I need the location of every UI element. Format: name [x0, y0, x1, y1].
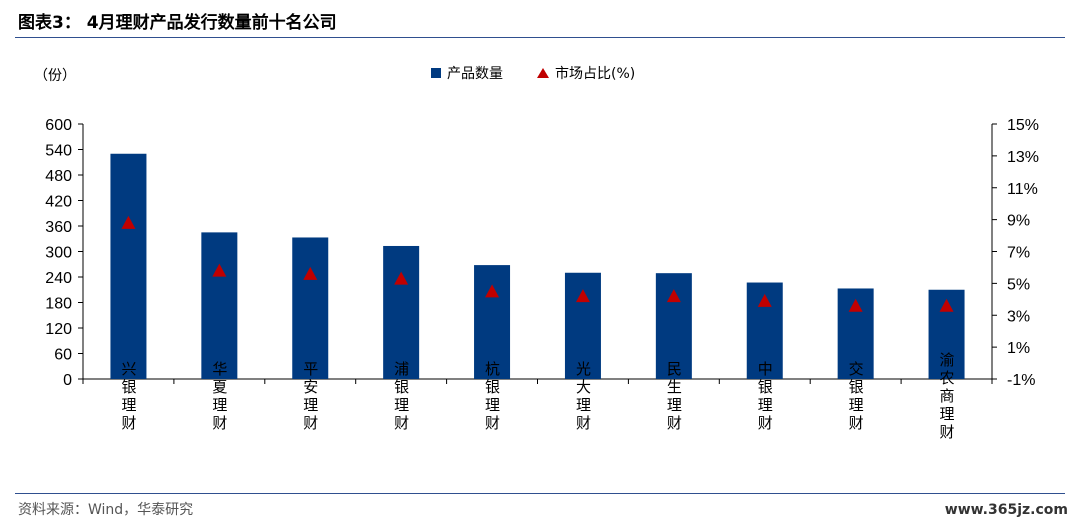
left-tick-label: 600: [45, 117, 72, 134]
marker: [575, 289, 590, 303]
category-label: 华夏理财: [210, 361, 228, 433]
right-tick-label: 1%: [1007, 340, 1030, 357]
bar: [110, 153, 147, 379]
right-tick-label: 11%: [1007, 181, 1038, 198]
left-tick-label: 120: [45, 321, 72, 338]
left-tick-label: 60: [54, 347, 72, 364]
source-note: 资料来源：Wind，华泰研究: [18, 502, 194, 518]
left-tick-label: 240: [45, 270, 72, 287]
category-label: 浦银理财: [392, 361, 410, 433]
category-label: 杭银理财: [483, 361, 501, 433]
legend-marker-swatch: [537, 68, 549, 78]
bar: [292, 237, 329, 379]
watermark: www.365jz.com: [944, 502, 1068, 518]
right-tick-label: 5%: [1007, 276, 1030, 293]
left-tick-label: 480: [45, 168, 72, 185]
category-label: 兴银理财: [119, 361, 137, 433]
right-tick-label: 3%: [1007, 308, 1030, 325]
right-tick-label: 7%: [1007, 245, 1030, 262]
right-tick-label: -1%: [1007, 372, 1035, 389]
left-tick-label: 360: [45, 219, 72, 236]
legend-bar-swatch: [431, 68, 441, 78]
category-label: 平安理财: [301, 361, 319, 433]
marker: [939, 298, 954, 312]
left-tick-label: 180: [45, 296, 72, 313]
legend: 产品数量 市场占比(%): [431, 65, 635, 82]
top-divider: [15, 37, 1065, 38]
marker: [757, 293, 772, 307]
marker: [212, 263, 227, 277]
right-axis: -1% 1% 3% 5% 7% 9% 11% 13% 15%: [991, 117, 1039, 389]
marker: [848, 298, 863, 312]
category-labels: 兴银理财 华夏理财 平安理财 浦银理财 杭银理财 光大理财 民生理财 中银理财 交银理财 渝农商理…: [119, 352, 955, 442]
legend-marker-label: 市场占比(%): [555, 65, 635, 82]
marker: [303, 266, 318, 280]
right-tick-label: 13%: [1007, 149, 1039, 166]
chart: （份） 产品数量 市场占比(%) 0 60 120 180 240 300 360 420 48…: [34, 65, 1039, 442]
category-label: 民生理财: [665, 361, 683, 433]
left-axis-unit: （份）: [34, 68, 76, 84]
marker: [394, 271, 409, 285]
bar-series: [110, 153, 965, 379]
category-label: 中银理财: [756, 361, 774, 433]
left-tick-label: 300: [45, 245, 72, 262]
bar: [201, 232, 238, 379]
bottom-divider: [15, 493, 1065, 494]
category-label: 渝农商理财: [938, 352, 956, 442]
marker: [485, 284, 500, 298]
marker-series: [121, 215, 954, 312]
bar: [383, 245, 420, 379]
left-axis: 0 60 120 180 240 300 360 420 480 540 600: [45, 117, 993, 389]
right-tick-label: 15%: [1007, 117, 1039, 134]
left-tick-label: 420: [45, 194, 72, 211]
left-tick-label: 0: [63, 372, 72, 389]
marker: [666, 289, 681, 303]
category-label: 光大理财: [574, 361, 592, 433]
bar: [474, 265, 511, 379]
legend-bar-label: 产品数量: [447, 66, 503, 82]
marker: [121, 215, 136, 229]
right-tick-label: 9%: [1007, 213, 1030, 230]
left-tick-label: 540: [45, 143, 72, 160]
figure-title: 图表3： 4月理财产品发行数量前十名公司: [18, 13, 337, 33]
category-label: 交银理财: [847, 360, 865, 433]
